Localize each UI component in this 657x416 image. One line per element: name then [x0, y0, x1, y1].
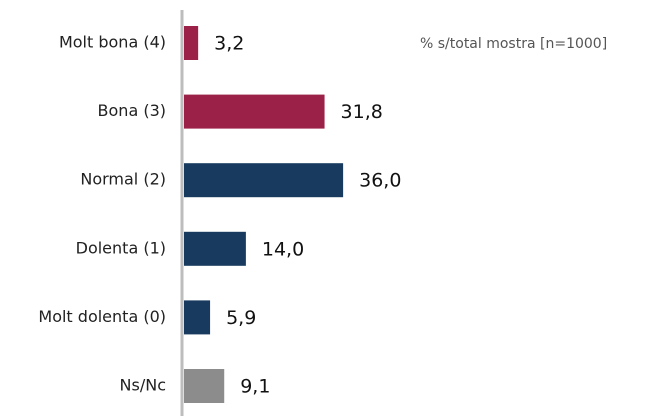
value-label: 5,9	[226, 307, 256, 329]
value-label: 36,0	[359, 170, 401, 192]
category-label: Ns/Nc	[120, 376, 166, 395]
bar	[184, 26, 199, 60]
bar	[184, 163, 344, 198]
category-label: Normal (2)	[80, 170, 166, 189]
category-label: Molt dolenta (0)	[38, 307, 166, 326]
bar	[184, 369, 225, 403]
value-label: 31,8	[341, 101, 383, 123]
category-label: Bona (3)	[98, 101, 166, 120]
value-label: 9,1	[240, 376, 270, 398]
annotation: % s/total mostra [n=1000]	[420, 36, 607, 52]
bar	[184, 231, 246, 266]
category-label: Molt bona (4)	[59, 33, 166, 52]
bar	[184, 94, 325, 129]
category-label: Dolenta (1)	[76, 238, 166, 257]
value-label: 14,0	[262, 238, 304, 260]
bar	[184, 300, 211, 335]
value-label: 3,2	[214, 33, 244, 55]
